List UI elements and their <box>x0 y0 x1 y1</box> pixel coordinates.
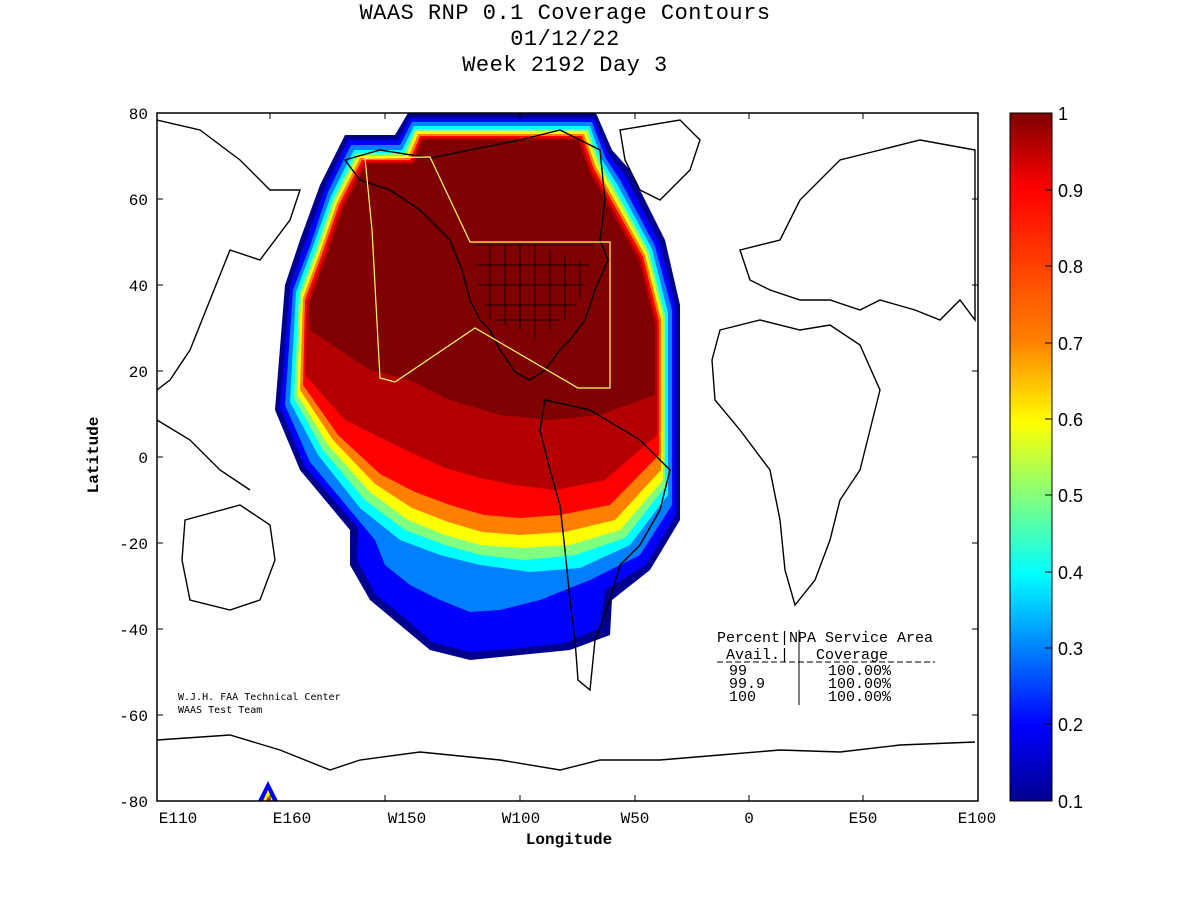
y-axis-label: Latitude <box>85 417 103 494</box>
colorbar-tick-label: 0.1 <box>1058 792 1083 812</box>
npa-service-area-outline <box>364 156 611 389</box>
y-tick-label: 0 <box>138 450 148 468</box>
credit-line1: W.J.H. FAA Technical Center <box>178 692 341 703</box>
x-tick-label: E100 <box>958 810 996 828</box>
chart-title-line2: 01/12/22 <box>510 27 620 52</box>
credit-line2: WAAS Test Team <box>178 705 262 716</box>
y-tick-label: -60 <box>119 708 148 726</box>
x-ticks <box>269 113 864 801</box>
y-tick-label: -20 <box>119 536 148 554</box>
table-row-coverage: 100.00% <box>828 663 892 680</box>
x-tick-label: E110 <box>159 810 197 828</box>
table-row-avail: 99.9 <box>729 676 765 693</box>
x-tick-label: W150 <box>388 810 426 828</box>
x-tick-label: E50 <box>849 810 878 828</box>
colorbar-tick-label: 0.9 <box>1058 181 1083 201</box>
y-ticks <box>157 198 978 716</box>
colorbar-tick-label: 0.7 <box>1058 334 1083 354</box>
y-tick-label: 60 <box>129 192 148 210</box>
us-state-boundaries <box>475 244 595 340</box>
coverage-contours <box>258 113 680 801</box>
colorbar-tick-label: 0.2 <box>1058 715 1083 735</box>
coverage-table: Percent|NPA Service Area Avail.| Coverag… <box>717 630 935 706</box>
contour-1.0 <box>309 140 655 420</box>
x-tick-label: W100 <box>502 810 540 828</box>
x-tick-label: E160 <box>273 810 311 828</box>
colorbar-tick-label: 0.5 <box>1058 486 1083 506</box>
y-tick-label: -40 <box>119 622 148 640</box>
table-header2: Avail.| Coverage <box>717 647 924 664</box>
y-tick-label: 40 <box>129 278 148 296</box>
colorbar-tick-label: 1 <box>1058 104 1068 124</box>
coastlines <box>157 119 976 771</box>
colorbar-tick-label: 0.6 <box>1058 410 1083 430</box>
y-tick-label: -80 <box>119 794 148 812</box>
chart-title-line3: Week 2192 Day 3 <box>462 53 668 78</box>
x-tick-label: W50 <box>621 810 650 828</box>
x-tick-label: 0 <box>744 810 754 828</box>
colorbar-tick-label: 0.8 <box>1058 257 1083 277</box>
table-row-avail: 99 <box>729 663 747 680</box>
y-tick-label: 80 <box>129 106 148 124</box>
table-row-coverage: 100.00% <box>828 676 892 693</box>
table-row-avail: 100 <box>729 689 756 706</box>
y-tick-label: 20 <box>129 364 148 382</box>
colorbar-tick-label: 0.4 <box>1058 563 1083 583</box>
chart-title-line1: WAAS RNP 0.1 Coverage Contours <box>359 1 771 26</box>
colorbar-tick-label: 0.3 <box>1058 639 1083 659</box>
table-row-coverage: 100.00% <box>828 689 892 706</box>
colorbar <box>1009 112 1053 802</box>
colorbar-ticks <box>1045 189 1052 725</box>
table-header1: Percent|NPA Service Area <box>717 630 933 647</box>
x-axis-label: Longitude <box>526 831 612 849</box>
